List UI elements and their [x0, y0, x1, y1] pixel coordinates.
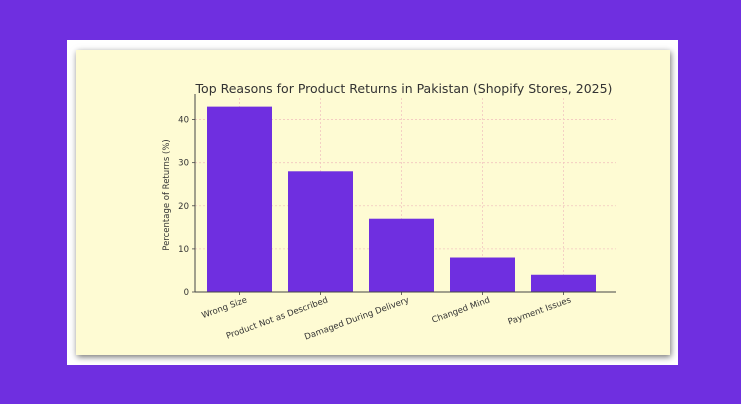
chart-title: Top Reasons for Product Returns in Pakis… — [195, 81, 613, 96]
bar — [369, 218, 434, 292]
y-tick-label: 10 — [178, 245, 189, 255]
bars — [207, 106, 596, 292]
y-tick-label: 30 — [178, 159, 189, 169]
y-tick-label: 40 — [178, 116, 189, 126]
chart-card — [76, 50, 670, 355]
y-ticks: 0 10 20 30 40 — [178, 116, 195, 298]
axes — [194, 94, 616, 293]
y-tick-label: 20 — [178, 202, 189, 212]
x-tick-label: Wrong Size — [200, 295, 248, 321]
y-tick-label: 0 — [184, 288, 189, 298]
bar — [531, 274, 596, 292]
bar — [450, 257, 515, 292]
x-tick-label: Changed Mind — [431, 295, 492, 325]
bar — [207, 106, 272, 292]
y-axis-label: Percentage of Returns (%) — [162, 139, 172, 250]
bar — [288, 171, 353, 292]
x-tick-label: Payment Issues — [507, 295, 573, 327]
